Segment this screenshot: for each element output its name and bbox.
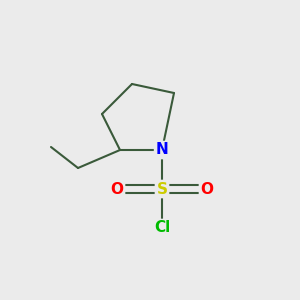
- Text: O: O: [200, 182, 214, 196]
- Text: N: N: [156, 142, 168, 158]
- Text: S: S: [157, 182, 167, 196]
- Text: Cl: Cl: [154, 220, 170, 236]
- Text: O: O: [110, 182, 124, 196]
